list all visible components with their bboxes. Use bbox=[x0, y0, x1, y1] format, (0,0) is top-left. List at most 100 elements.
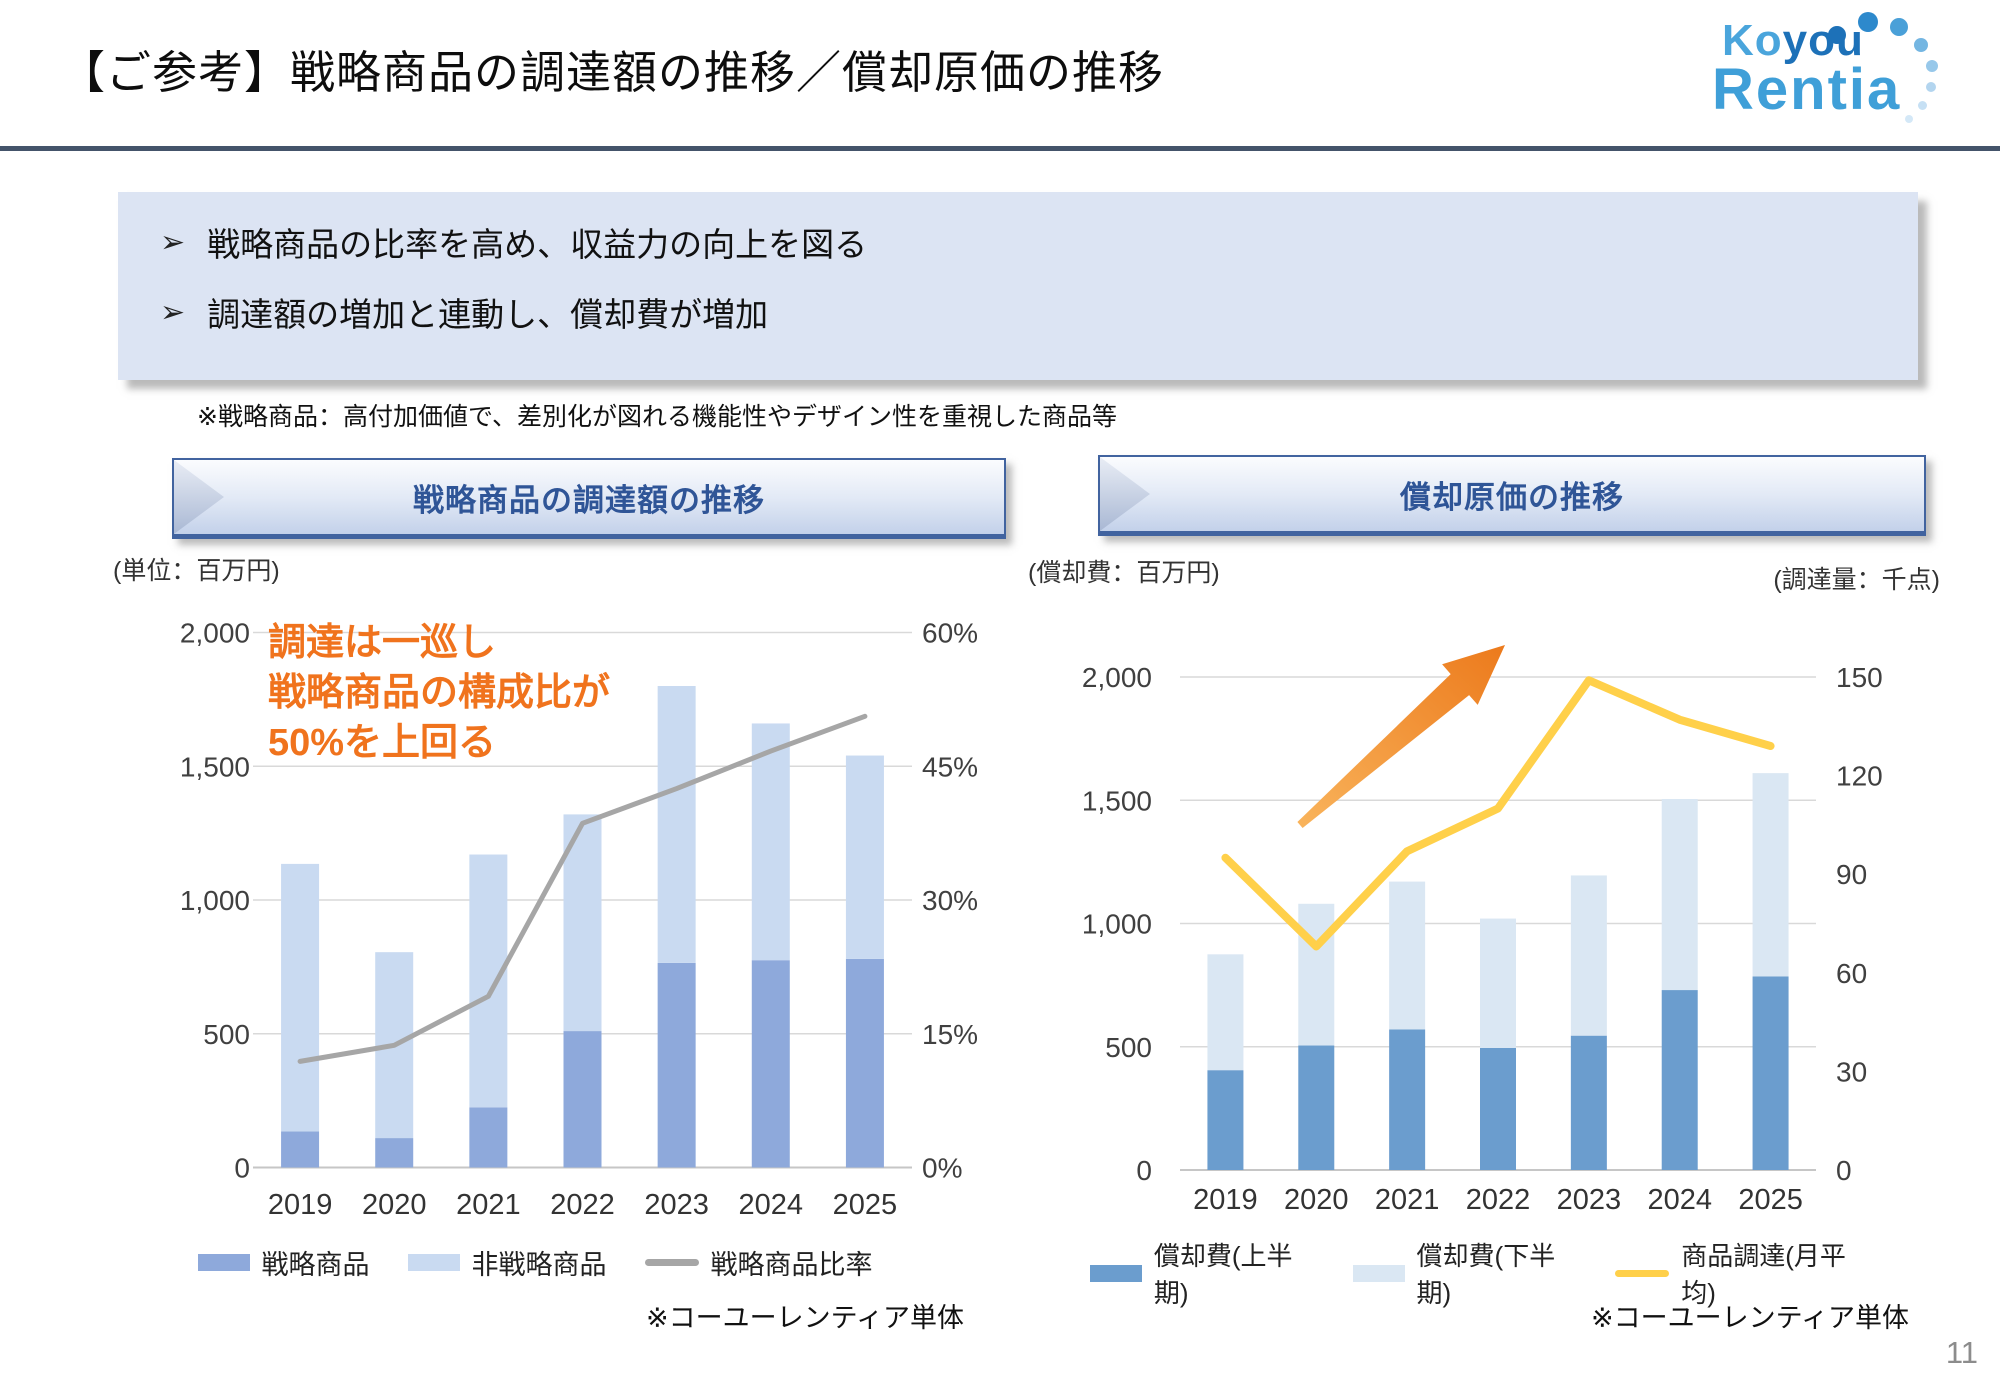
page-number: 11 bbox=[1945, 1335, 1978, 1370]
depreciation-cost-chart: 2,000 1,500 1,000 500 0 150 120 90 60 30 0 2019 2020… bbox=[1082, 645, 1883, 1216]
bar-segment bbox=[469, 854, 508, 1108]
key-message-box: ➢ 戦略商品の比率を高め、収益力の向上を図る ➢ 調達額の増加と連動し、償却費が… bbox=[118, 192, 1918, 380]
right-axis-tick-label: 0% bbox=[922, 1153, 962, 1184]
section-header-label: 戦略商品の調達額の推移 bbox=[413, 482, 765, 518]
line-series bbox=[297, 713, 868, 1064]
category-label: 2022 bbox=[550, 1189, 615, 1221]
left-axis-tick-label: 0 bbox=[234, 1153, 250, 1184]
category-label: 2021 bbox=[1375, 1184, 1440, 1216]
right-axis-tick-label: 60 bbox=[1836, 958, 1867, 989]
bar-segment bbox=[1389, 1029, 1426, 1170]
logo-dot-icon bbox=[1926, 82, 1936, 92]
logo-dot-icon bbox=[1890, 18, 1908, 36]
legend-item: 戦略商品比率 bbox=[644, 1243, 873, 1282]
unit-label-left-chart: (単位：百万円) bbox=[113, 557, 280, 585]
category-label: 2024 bbox=[1647, 1184, 1712, 1216]
logo-text-ko: Ko bbox=[1722, 16, 1783, 65]
unit-label-right-chart-left-axis: (償却費：百万円) bbox=[1028, 559, 1220, 587]
right-chart-legend: 償却費(上半期) 償却費(下半期) 商品調達(月平均) bbox=[1090, 1236, 1880, 1310]
left-axis-tick-label: 0 bbox=[1136, 1155, 1152, 1186]
bar-segment bbox=[1389, 881, 1426, 1030]
page-title: 【ご参考】戦略商品の調達額の推移／償却原価の推移 bbox=[60, 47, 1165, 98]
legend-label: 非戦略商品 bbox=[471, 1250, 607, 1280]
arrow-bullet-icon: ➢ bbox=[160, 225, 186, 259]
bar-segment bbox=[751, 723, 790, 961]
category-label: 2025 bbox=[833, 1189, 898, 1221]
legend-swatch-icon bbox=[1090, 1264, 1142, 1282]
right-axis-tick-label: 30 bbox=[1836, 1056, 1867, 1087]
category-label: 2021 bbox=[456, 1189, 521, 1221]
unit-label-right-chart-right-axis: (調達量：千点) bbox=[1773, 566, 1940, 594]
legend-label: 商品調達(月平均) bbox=[1681, 1241, 1846, 1308]
legend-item: 非戦略商品 bbox=[407, 1243, 607, 1282]
koyou-rentia-logo: Koyou Rentia bbox=[1700, 6, 1960, 126]
legend-line-icon bbox=[1615, 1269, 1670, 1277]
category-label: 2020 bbox=[362, 1189, 427, 1221]
legend-swatch-icon bbox=[1352, 1264, 1405, 1282]
legend-label: 償却費(下半期) bbox=[1416, 1241, 1556, 1308]
legend-line-icon bbox=[644, 1259, 699, 1266]
right-axis-tick-label: 150 bbox=[1836, 662, 1883, 693]
bar-segment bbox=[281, 863, 320, 1132]
bar-segment bbox=[1661, 990, 1698, 1170]
left-axis-tick-label: 2,000 bbox=[180, 618, 250, 649]
bar-segment bbox=[1752, 976, 1789, 1170]
bar-segment bbox=[657, 686, 696, 963]
category-label: 2023 bbox=[644, 1189, 709, 1221]
bar-segment bbox=[1298, 903, 1335, 1046]
procurement-amount-chart: 2,000 1,500 1,000 500 0 60% 45% 30% 15% 0% 2019 202… bbox=[180, 618, 978, 1222]
left-axis-tick-label: 1,500 bbox=[1082, 785, 1152, 816]
left-chart-plot-layer: 2,000 1,500 1,000 500 0 60% 45% 30% 15% 0% 2019 202… bbox=[180, 618, 978, 1222]
bar-segment bbox=[1207, 954, 1244, 1071]
left-axis-tick-label: 500 bbox=[1105, 1032, 1152, 1063]
procurement-annotation: 調達は一巡し 戦略商品の構成比が 50%を上回る bbox=[268, 622, 611, 764]
left-axis-tick-label: 500 bbox=[203, 1019, 250, 1050]
bullet-item: ➢ 調達額の増加と連動し、償却費が増加 bbox=[160, 288, 768, 336]
bar-segment bbox=[845, 958, 884, 1168]
right-axis-tick-label: 45% bbox=[922, 751, 978, 782]
category-label: 2019 bbox=[1193, 1184, 1258, 1216]
left-axis-tick-label: 1,000 bbox=[180, 885, 250, 916]
bar-segment bbox=[845, 755, 884, 959]
section-header-label: 償却原価の推移 bbox=[1400, 479, 1624, 515]
arrow-bullet-icon: ➢ bbox=[160, 295, 186, 329]
legend-label: 償却費(上半期) bbox=[1153, 1241, 1293, 1308]
category-label: 2023 bbox=[1557, 1184, 1622, 1216]
right-axis-tick-label: 120 bbox=[1836, 761, 1883, 792]
right-axis-tick-label: 30% bbox=[922, 885, 978, 916]
logo-dot-icon bbox=[1828, 26, 1846, 44]
bar-segment bbox=[281, 1131, 320, 1168]
bar-segment bbox=[1570, 1035, 1607, 1170]
bullet-text: 戦略商品の比率を高め、収益力の向上を図る bbox=[207, 226, 868, 263]
strategic-product-definition-note: ※戦略商品：高付加価値で、差別化が図れる機能性やデザイン性を重視した商品等 bbox=[197, 403, 1117, 431]
bar-segment bbox=[1480, 918, 1516, 1048]
category-label: 2025 bbox=[1738, 1184, 1803, 1216]
left-chart-legend: 戦略商品 非戦略商品 戦略商品比率 bbox=[150, 1243, 920, 1282]
left-chart-footnote: ※コーユーレンティア単体 bbox=[645, 1303, 964, 1333]
bar-segment bbox=[1570, 875, 1607, 1036]
legend-swatch-icon bbox=[197, 1254, 250, 1271]
bar-segment bbox=[375, 1138, 414, 1168]
logo-dot-icon bbox=[1914, 38, 1928, 52]
bar-segment bbox=[469, 1107, 508, 1168]
legend-label: 戦略商品 bbox=[261, 1250, 370, 1280]
right-chart-plot-layer: 2,000 1,500 1,000 500 0 150 120 90 60 30 0 2019 2020… bbox=[1082, 662, 1883, 1216]
logo-word-koyou: Koyou bbox=[1722, 16, 1864, 66]
legend-item: 商品調達(月平均) bbox=[1615, 1236, 1880, 1310]
right-chart-footnote: ※コーユーレンティア単体 bbox=[1590, 1303, 1909, 1333]
bar-segment bbox=[1298, 1045, 1335, 1170]
bar-segment bbox=[1207, 1070, 1244, 1170]
category-label: 2020 bbox=[1284, 1184, 1349, 1216]
bar-segment bbox=[657, 962, 696, 1168]
left-axis-tick-label: 2,000 bbox=[1082, 662, 1152, 693]
bullet-item: ➢ 戦略商品の比率を高め、収益力の向上を図る bbox=[160, 218, 867, 266]
logo-dot-icon bbox=[1918, 101, 1927, 110]
right-axis-tick-label: 60% bbox=[922, 618, 978, 649]
right-axis-tick-label: 0 bbox=[1836, 1155, 1852, 1186]
bar-segment bbox=[1752, 773, 1789, 977]
legend-item: 戦略商品 bbox=[197, 1243, 370, 1282]
bar-segment bbox=[751, 960, 790, 1168]
bullet-text: 調達額の増加と連動し、償却費が増加 bbox=[207, 296, 769, 333]
left-axis-tick-label: 1,000 bbox=[1082, 909, 1152, 940]
legend-swatch-icon bbox=[407, 1254, 460, 1271]
